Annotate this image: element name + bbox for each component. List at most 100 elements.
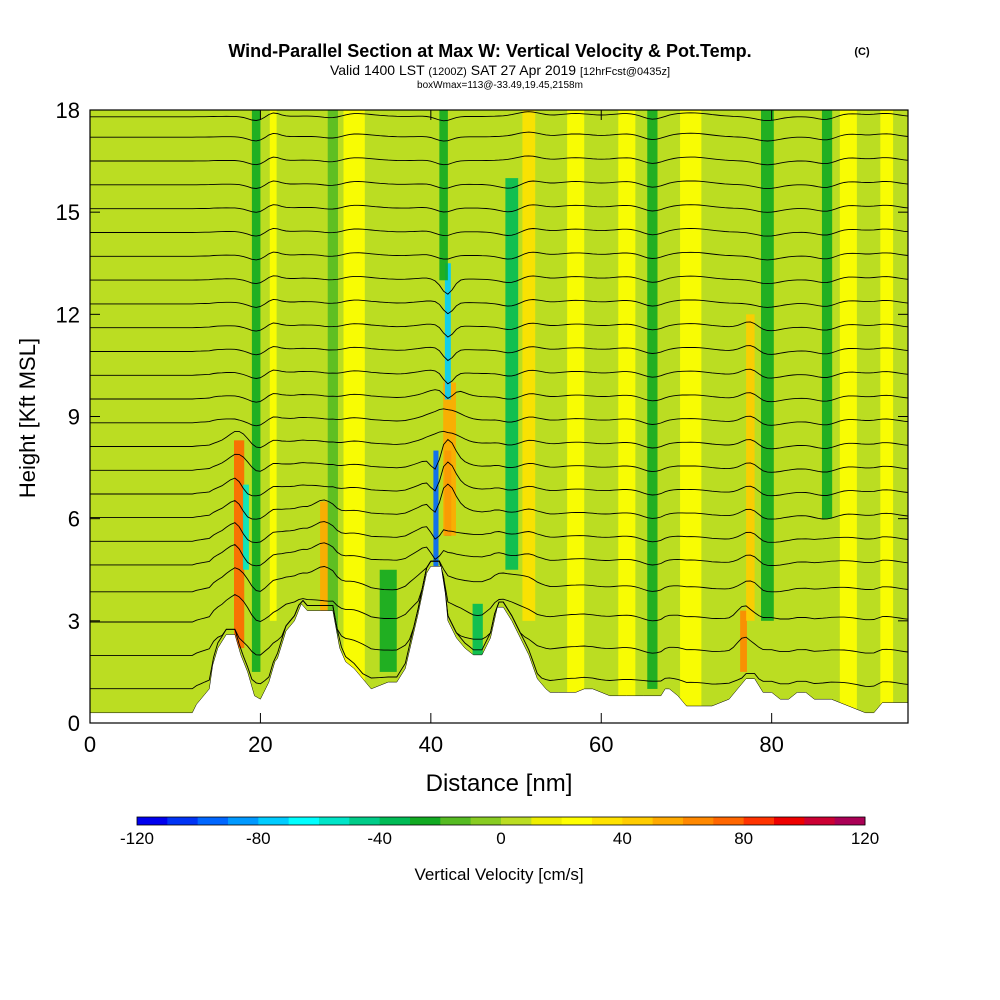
isentrope-line [90,408,908,427]
colorbar-swatch [774,817,805,825]
isentrope-line [90,461,908,497]
x-tick-label: 0 [84,732,96,757]
velocity-plume [618,110,636,723]
colorbar-frame [136,816,866,826]
colorbar-swatch [592,817,623,825]
y-tick-label: 12 [56,302,80,327]
isentrope-line [90,275,908,295]
x-axis: 0 20 40 60 80 [84,110,784,757]
colorbar-swatch [258,817,290,825]
velocity-plume [439,110,448,281]
velocity-plume [251,110,261,672]
colorbar-tick-label: 120 [851,829,879,848]
subtitle-valid-time: Valid 1400 LST [330,62,425,78]
isentrope-line [90,321,908,338]
velocity-plume [269,110,277,621]
colorbar-swatch [349,817,381,825]
velocity-plume [680,110,702,723]
x-tick-label: 40 [419,732,443,757]
velocity-plume [343,110,365,723]
colorbar-swatch [167,817,199,825]
subtitle-forecast: [12hrFcst@0435z] [580,66,670,78]
colorbar-swatch [713,817,745,825]
colorbar-swatch [379,817,411,825]
plot-area [90,110,908,723]
y-tick-label: 3 [68,609,80,634]
colorbar-tick-label: -40 [367,829,392,848]
y-tick-label: 15 [56,200,80,225]
isentrope-lines [90,111,908,690]
velocity-field [234,110,894,723]
colorbar-swatch [440,817,472,825]
colorbar-swatch [531,817,563,825]
y-tick-label: 6 [68,507,80,532]
velocity-plume [761,110,774,621]
isentrope-line [90,483,908,520]
x-tick-label: 60 [589,732,613,757]
y-axis: 0 3 6 9 12 15 18 [56,98,908,736]
colorbar-tick-label: 80 [734,829,753,848]
velocity-plume [443,382,456,536]
x-tick-label: 80 [759,732,783,757]
isentrope-line [90,389,908,403]
colorbar-swatch [410,817,441,825]
colorbar-swatch [501,817,532,825]
isentrope-line [90,251,908,261]
isentrope-line [90,430,908,450]
colorbar-swatch [804,817,836,825]
y-axis-label: Height [Kft MSL] [15,338,40,498]
velocity-plume [821,110,833,519]
colorbar-swatch [652,817,684,825]
isentrope-line [90,560,908,623]
chart-subtitle-box: boxWmax=113@-33.49,19.45,2158m [417,80,583,91]
colorbar-swatch [622,817,654,825]
isentrope-line [90,345,908,362]
isentrope-line [90,111,908,122]
colorbar-tick-label: -80 [246,829,271,848]
isentrope-line [90,227,908,237]
velocity-plume [567,110,585,723]
velocity-plume [433,450,439,567]
y-tick-label: 18 [56,98,80,123]
subtitle-utc: (1200Z) [428,66,467,78]
colorbar-label: Vertical Velocity [cm/s] [414,865,583,884]
colorbar-tick-label: 40 [613,829,632,848]
isentrope-line [90,560,908,656]
y-tick-label: 9 [68,405,80,430]
isentrope-line [90,155,908,166]
chart-title: Wind-Parallel Section at Max W: Vertical… [228,41,751,61]
terrain-mask [90,566,908,723]
subtitle-date: SAT 27 Apr 2019 [471,62,577,78]
isentrope-line [90,131,908,142]
colorbar-tick-label: 0 [496,829,505,848]
colorbar-swatch [228,817,259,825]
isentrope-line [90,298,908,315]
colorbar-swatch [683,817,714,825]
velocity-plume [242,484,249,570]
colorbar-tick-label: -120 [120,829,154,848]
velocity-plume [740,610,747,672]
velocity-plume [522,110,536,621]
velocity-plume [327,110,338,638]
colorbar-swatch [197,817,229,825]
velocity-plume [379,569,397,672]
isentrope-line [90,438,908,473]
velocity-plume [839,110,857,723]
colorbar-swatch [470,817,502,825]
colorbar-swatch [561,817,593,825]
colorbar-swatch [319,817,350,825]
x-tick-label: 20 [248,732,272,757]
velocity-plume [444,263,451,400]
isentrope-line [90,560,908,593]
velocity-plume [880,110,894,723]
velocity-plume [320,501,329,615]
isentrope-line [90,180,908,190]
colorbar: -120 -80 -40 0 40 80 120 [120,816,879,848]
y-tick-label: 0 [68,711,80,736]
isentrope-line [90,368,908,385]
velocity-plume [505,178,519,570]
x-axis-label: Distance [nm] [426,770,573,797]
velocity-plume [647,110,658,689]
colorbar-swatch [288,817,320,825]
isentrope-line [90,204,908,213]
